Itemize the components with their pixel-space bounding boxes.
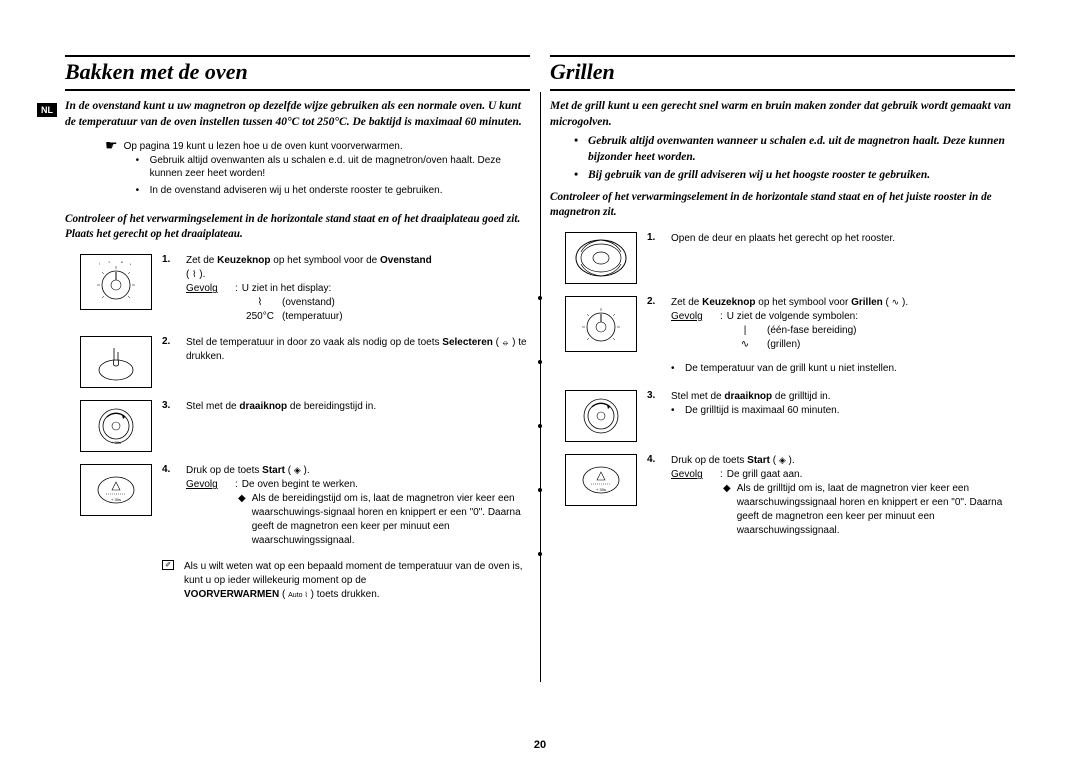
bullet-text: Gebruik altijd ovenwanten wanneer u scha… bbox=[588, 134, 1015, 165]
step-text: Druk op de toets Start ( ◈ ). Gevolg:De … bbox=[186, 464, 530, 548]
page-number: 20 bbox=[534, 739, 546, 751]
bullet-icon: • bbox=[136, 154, 144, 181]
bullet-text: Gebruik altijd ovenwanten als u schalen … bbox=[150, 154, 530, 181]
intro-right: Met de grill kunt u een gerecht snel war… bbox=[550, 99, 1015, 130]
footnote-text: Als u wilt weten wat op een bepaald mome… bbox=[184, 560, 530, 602]
svg-text:+ 30s: + 30s bbox=[111, 440, 121, 445]
step-number: 2. bbox=[162, 336, 176, 347]
step-number: 4. bbox=[162, 464, 176, 475]
svg-text:+ 30s: + 30s bbox=[596, 487, 606, 492]
bullet-icon: • bbox=[574, 168, 582, 184]
bullet-icon: • bbox=[136, 184, 144, 198]
section-title-right: Grillen bbox=[550, 55, 1015, 91]
start-illustration: + 30s bbox=[565, 454, 637, 506]
step-row: + 30s 4. Druk op de toets Start ( ◈ ). G… bbox=[565, 454, 1015, 538]
page-layout: NL Bakken met de oven In de ovenstand ku… bbox=[65, 55, 1015, 695]
step-number: 1. bbox=[647, 232, 661, 243]
oven-mode-icon: ⌇ bbox=[238, 296, 282, 310]
svg-text:+ 30s: + 30s bbox=[111, 497, 121, 502]
steps-right: 1. Open de deur en plaats het gerecht op… bbox=[550, 232, 1015, 539]
left-column: NL Bakken met de oven In de ovenstand ku… bbox=[65, 55, 540, 695]
knob-illustration bbox=[565, 390, 637, 442]
step-row: 2. Zet de Keuzeknop op het symbool voor … bbox=[565, 296, 1015, 379]
knob-icon bbox=[579, 394, 623, 438]
bullet-icon: • bbox=[671, 362, 679, 376]
dial-icon bbox=[571, 301, 631, 347]
note-block-left: ☛ Op pagina 19 kunt u lezen hoe u de ove… bbox=[65, 140, 530, 200]
diamond-icon: ◆ bbox=[723, 482, 731, 538]
step-number: 3. bbox=[162, 400, 176, 411]
bullet-text: In de ovenstand adviseren wij u het onde… bbox=[150, 184, 443, 198]
knob-illustration: + 30s bbox=[80, 400, 152, 452]
bullet-icon: • bbox=[671, 404, 679, 418]
rooster-illustration bbox=[565, 232, 637, 284]
right-column: Grillen Met de grill kunt u een gerecht … bbox=[540, 55, 1015, 695]
check-text-left: Controleer of het verwarmingselement in … bbox=[65, 212, 530, 242]
steps-left: ⌇ ∿ ● ◐ 1. Zet de Keuzeknop op het symbool … bbox=[65, 254, 530, 602]
step-row: + 30s 3. Stel met de draaiknop de bereid… bbox=[80, 400, 530, 452]
footnote-row: ✐ Als u wilt weten wat op een bepaald mo… bbox=[80, 560, 530, 602]
touch-icon bbox=[94, 342, 138, 382]
step-text: Stel de temperatuur in door zo vaak als … bbox=[186, 336, 530, 364]
hand-icon: ☛ bbox=[105, 140, 118, 200]
step-row: 2. Stel de temperatuur in door zo vaak a… bbox=[80, 336, 530, 388]
check-text-right: Controleer of het verwarmingselement in … bbox=[550, 190, 1015, 220]
step-number: 1. bbox=[162, 254, 176, 265]
step-text: Druk op de toets Start ( ◈ ). Gevolg:De … bbox=[671, 454, 1015, 538]
start-button-icon: + 30s bbox=[94, 468, 138, 512]
svg-text:●: ● bbox=[121, 260, 123, 264]
step-text: Zet de Keuzeknop op het symbool voor Gri… bbox=[671, 296, 1015, 379]
dial-icon: ⌇ ∿ ● ◐ bbox=[86, 259, 146, 305]
step-text: Stel met de draaiknop de bereidingstijd … bbox=[186, 400, 530, 414]
step-number: 4. bbox=[647, 454, 661, 465]
start-illustration: + 30s bbox=[80, 464, 152, 516]
step-text: Zet de Keuzeknop op het symbool voor de … bbox=[186, 254, 530, 324]
language-badge: NL bbox=[37, 103, 57, 117]
dial-illustration bbox=[565, 296, 637, 352]
svg-text:◐: ◐ bbox=[130, 262, 132, 266]
svg-text:⌇: ⌇ bbox=[99, 262, 100, 266]
start-button-icon: + 30s bbox=[579, 458, 623, 502]
section-title-left: Bakken met de oven bbox=[65, 55, 530, 91]
rack-icon bbox=[572, 236, 630, 280]
step-text: Stel met de draaiknop de grilltijd in. •… bbox=[671, 390, 1015, 421]
step-row: ⌇ ∿ ● ◐ 1. Zet de Keuzeknop op het symbool … bbox=[80, 254, 530, 324]
hand-note-text: Op pagina 19 kunt u lezen hoe u de oven … bbox=[124, 141, 403, 152]
start-icon: ◈ bbox=[294, 465, 301, 475]
select-icon: ⦵ bbox=[502, 337, 510, 347]
step-row: + 30s 4. Druk op de toets Start ( ◈ ). G… bbox=[80, 464, 530, 548]
intro-left: In de ovenstand kunt u uw magnetron op d… bbox=[65, 99, 530, 130]
start-icon: ◈ bbox=[779, 455, 786, 465]
step-row: 3. Stel met de draaiknop de grilltijd in… bbox=[565, 390, 1015, 442]
grill-icon: ∿ bbox=[723, 338, 767, 352]
svg-text:∿: ∿ bbox=[108, 260, 111, 264]
step-row: 1. Open de deur en plaats het gerecht op… bbox=[565, 232, 1015, 284]
diamond-icon: ◆ bbox=[238, 492, 246, 548]
dial-illustration: ⌇ ∿ ● ◐ bbox=[80, 254, 152, 310]
oven-mode-icon: ⌇ bbox=[192, 269, 196, 279]
bullet-icon: • bbox=[574, 134, 582, 165]
bullet-text: Bij gebruik van de grill adviseren wij u… bbox=[588, 168, 930, 184]
knob-icon: + 30s bbox=[94, 404, 138, 448]
step-number: 2. bbox=[647, 296, 661, 307]
touch-illustration bbox=[80, 336, 152, 388]
step-number: 3. bbox=[647, 390, 661, 401]
info-icon: ✐ bbox=[162, 560, 174, 570]
grill-icon: ∿ bbox=[892, 297, 900, 307]
step-text: Open de deur en plaats het gerecht op he… bbox=[671, 232, 1015, 246]
